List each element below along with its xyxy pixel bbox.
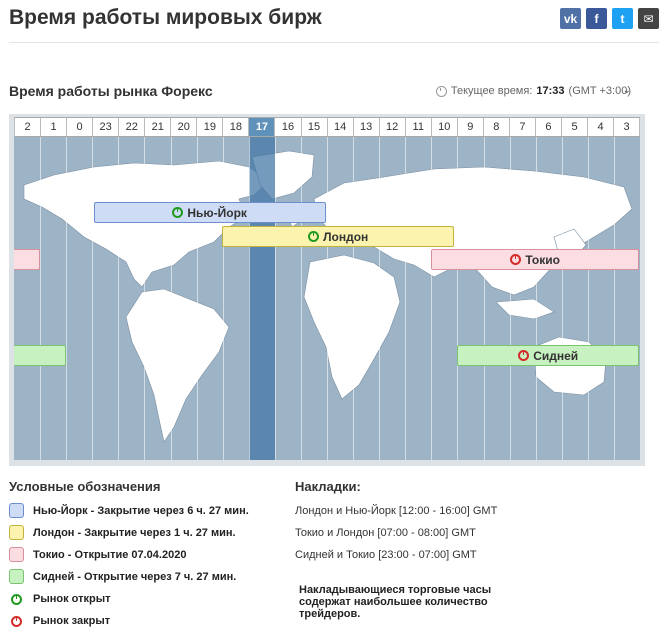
hour-cell: 23 bbox=[92, 118, 118, 136]
legend-text: Сидней - Открытие через 7 ч. 27 мин. bbox=[33, 570, 237, 583]
legend-item-london: Лондон - Закрытие через 1 ч. 27 мин. bbox=[9, 525, 236, 540]
tokyo-swatch bbox=[9, 547, 24, 562]
hour-cell: 20 bbox=[170, 118, 196, 136]
overlap-item: Сидней и Токио [23:00 - 07:00] GMT bbox=[295, 549, 477, 561]
market-open-icon bbox=[11, 593, 22, 605]
hour-cell: 8 bbox=[482, 118, 509, 136]
section-title: Время работы рынка Форекс bbox=[9, 83, 213, 99]
hour-cell: 2 bbox=[14, 118, 40, 136]
page-title: Время работы мировых бирж bbox=[9, 6, 322, 29]
hour-cell: 6 bbox=[534, 118, 561, 136]
share-buttons: vk f t ✉ bbox=[560, 8, 659, 29]
hour-grid-lines bbox=[40, 137, 615, 460]
chevron-down-icon[interactable]: ⌄ bbox=[622, 85, 631, 96]
legend-item-newyork: Нью-Йорк - Закрытие через 6 ч. 27 мин. bbox=[9, 503, 249, 518]
hour-cell: 18 bbox=[222, 118, 248, 136]
tokyo-session-bar-wrap[interactable] bbox=[14, 249, 41, 270]
london-swatch bbox=[9, 525, 24, 540]
hour-cell: 3 bbox=[613, 118, 641, 136]
current-time-value: 17:33 bbox=[536, 85, 565, 97]
hour-cell: 16 bbox=[274, 118, 300, 136]
hour-cell: 15 bbox=[300, 118, 327, 136]
hour-cell: 19 bbox=[196, 118, 222, 136]
current-time-selector[interactable]: Текущее время: 17:33 (GMT +3:00) bbox=[435, 85, 631, 97]
market-closed-icon bbox=[11, 615, 22, 627]
hour-cell: 14 bbox=[326, 118, 353, 136]
twitter-share-button[interactable]: t bbox=[612, 8, 633, 29]
hour-cell: 0 bbox=[66, 118, 92, 136]
legend-item-tokyo: Токио - Открытие 07.04.2020 bbox=[9, 547, 186, 562]
hour-cell: 4 bbox=[587, 118, 613, 136]
hour-cell: 5 bbox=[560, 118, 587, 136]
legend-text: Токио - Открытие 07.04.2020 bbox=[33, 548, 187, 561]
legend-item-open: Рынок открыт bbox=[9, 593, 111, 605]
vk-share-button[interactable]: vk bbox=[560, 8, 581, 29]
current-time-label: Текущее время: bbox=[450, 85, 533, 97]
overlap-item: Токио и Лондон [07:00 - 08:00] GMT bbox=[295, 527, 476, 539]
newyork-session-bar[interactable]: Нью-Йорк bbox=[93, 202, 326, 223]
sydney-session-bar-wrap[interactable] bbox=[14, 345, 67, 366]
sydney-session-bar[interactable]: Сидней bbox=[456, 345, 640, 366]
newyork-swatch bbox=[9, 503, 24, 518]
overlaps-title: Накладки: bbox=[295, 479, 361, 494]
hour-scale: 2 1 0 23 22 21 20 19 18 17 16 15 14 13 12 11 10 9 8 7 6 5 4 3 bbox=[14, 117, 641, 137]
tokyo-session-bar[interactable]: Токио bbox=[430, 249, 640, 270]
sydney-swatch bbox=[9, 569, 24, 584]
market-closed-icon bbox=[518, 350, 530, 361]
hour-cell: 21 bbox=[144, 118, 170, 136]
title-divider bbox=[9, 42, 659, 43]
clock-icon bbox=[435, 85, 447, 97]
sydney-label: Сидней bbox=[533, 348, 579, 363]
market-open-icon bbox=[308, 231, 320, 242]
market-closed-icon bbox=[510, 254, 522, 265]
hour-cell: 10 bbox=[430, 118, 457, 136]
timezone-label: (GMT +3:00) bbox=[568, 85, 631, 97]
legend-text: Нью-Йорк - Закрытие через 6 ч. 27 мин. bbox=[33, 504, 249, 517]
legend-item-sydney: Сидней - Открытие через 7 ч. 27 мин. bbox=[9, 569, 236, 584]
hour-cell: 22 bbox=[118, 118, 144, 136]
hour-cell: 9 bbox=[456, 118, 483, 136]
overlap-note: Накладывающиеся торговые часы содержат н… bbox=[299, 584, 492, 620]
legend-text: Лондон - Закрытие через 1 ч. 27 мин. bbox=[33, 526, 236, 539]
newyork-label: Нью-Йорк bbox=[187, 205, 247, 220]
overlap-item: Лондон и Нью-Йорк [12:00 - 16:00] GMT bbox=[295, 505, 498, 517]
hour-cell: 17 bbox=[248, 118, 275, 136]
hour-cell: 1 bbox=[40, 118, 66, 136]
forex-map: 2 1 0 23 22 21 20 19 18 17 16 15 14 13 12 11 10 9 8 7 6 5 4 3 Н… bbox=[9, 114, 645, 466]
hour-cell: 13 bbox=[352, 118, 379, 136]
london-session-bar[interactable]: Лондон bbox=[222, 226, 455, 247]
world-map: Нью-Йорк Лондон Токио Сидней bbox=[14, 137, 640, 460]
legend-item-closed: Рынок закрыт bbox=[9, 615, 110, 627]
mail-share-button[interactable]: ✉ bbox=[638, 8, 659, 29]
facebook-share-button[interactable]: f bbox=[586, 8, 607, 29]
legend-title: Условные обозначения bbox=[9, 479, 161, 494]
london-label: Лондон bbox=[323, 229, 369, 244]
hour-cell: 7 bbox=[508, 118, 535, 136]
legend-text: Рынок открыт bbox=[33, 593, 111, 605]
legend-text: Рынок закрыт bbox=[33, 615, 111, 627]
hour-cell: 11 bbox=[404, 118, 431, 136]
current-hour-column bbox=[248, 137, 275, 460]
hour-cell: 12 bbox=[378, 118, 405, 136]
market-open-icon bbox=[172, 207, 184, 218]
tokyo-label: Токио bbox=[525, 252, 560, 267]
